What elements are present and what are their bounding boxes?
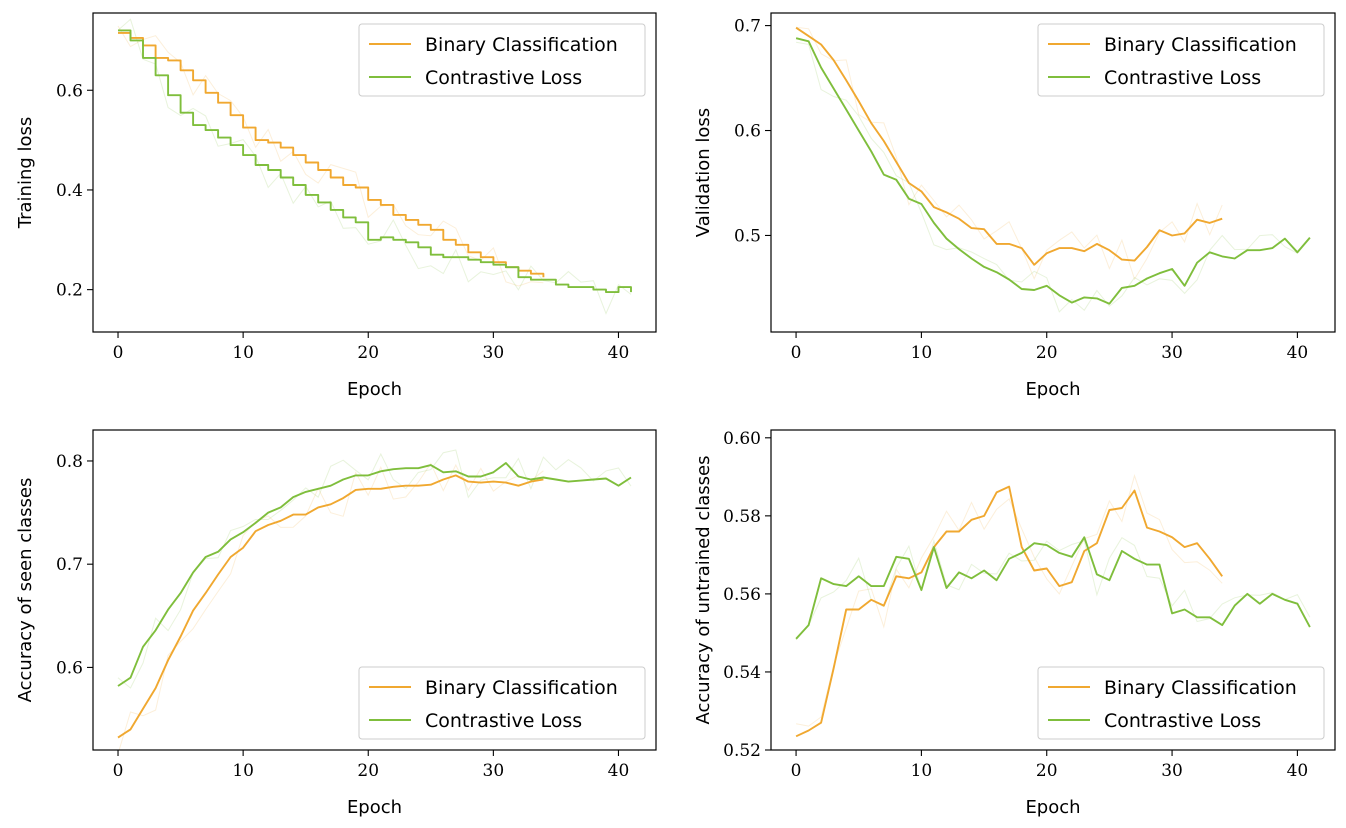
raw-trace-binary — [796, 26, 1223, 281]
legend: Binary Classification Contrastive Loss — [358, 23, 646, 97]
x-tick-label: 20 — [357, 761, 379, 781]
legend: Binary Classification Contrastive Loss — [358, 666, 646, 740]
legend-label: Binary Classification — [425, 34, 618, 56]
x-tick-label: 40 — [608, 761, 630, 781]
x-tick-label: 30 — [483, 343, 505, 363]
y-tick-label: 0.56 — [723, 585, 761, 605]
axes-frame — [770, 12, 1336, 333]
legend-box — [358, 23, 646, 97]
x-axis-label: Epoch — [1025, 797, 1080, 818]
y-tick-label: 0.8 — [56, 452, 83, 472]
x-tick-label: 20 — [1036, 761, 1058, 781]
series-line-binary-classification — [118, 31, 545, 278]
x-axis-label: Epoch — [347, 379, 402, 400]
legend-label: Contrastive Loss — [425, 67, 582, 89]
x-tick-label: 30 — [1161, 343, 1183, 363]
x-tick-label: 40 — [1287, 343, 1309, 363]
x-tick-label: 10 — [232, 761, 254, 781]
x-tick-label: 0 — [113, 761, 124, 781]
chart-untrained-accuracy: 0 10 20 30 40 0.52 0.54 0.56 0.58 0.60 Epoch Accura… — [693, 429, 1336, 818]
y-tick-label: 0.58 — [723, 507, 761, 527]
x-tick-label: 20 — [1036, 343, 1058, 363]
axes-frame — [92, 429, 657, 751]
legend-box — [1037, 23, 1325, 97]
series-line-contrastive-loss — [117, 462, 632, 687]
x-tick-label: 40 — [608, 343, 630, 363]
x-tick-label: 10 — [911, 761, 933, 781]
y-tick-label: 0.6 — [56, 658, 83, 678]
x-tick-label: 0 — [791, 343, 802, 363]
legend-label: Contrastive Loss — [1104, 710, 1261, 732]
raw-trace-binary — [796, 473, 1223, 727]
y-tick-label: 0.7 — [56, 555, 83, 575]
y-tick-label: 0.5 — [734, 226, 761, 246]
raw-trace-binary — [117, 25, 544, 287]
y-tick-label: 0.4 — [56, 181, 83, 201]
legend: Binary Classification Contrastive Loss — [1037, 666, 1325, 740]
y-tick-label: 0.7 — [734, 17, 761, 37]
chart-seen-accuracy: 0 10 20 30 40 0.6 0.7 0.8 Epoch Accuracy of seen … — [15, 429, 657, 818]
legend-box — [1037, 666, 1325, 740]
series-line-binary-classification — [795, 485, 1223, 738]
raw-trace-binary — [118, 462, 544, 750]
x-tick-label: 20 — [357, 343, 379, 363]
plot-area — [795, 473, 1311, 738]
y-tick-label: 0.6 — [734, 122, 761, 142]
series-line-contrastive-loss — [795, 37, 1311, 305]
x-tick-label: 40 — [1287, 761, 1309, 781]
legend-label: Binary Classification — [1104, 34, 1297, 56]
x-tick-label: 30 — [483, 761, 505, 781]
plot-area — [117, 18, 632, 315]
legend-label: Binary Classification — [1104, 677, 1297, 699]
axes-frame — [770, 429, 1336, 751]
series-line-binary-classification — [795, 26, 1223, 266]
legend: Binary Classification Contrastive Loss — [1037, 23, 1325, 97]
x-tick-label: 30 — [1161, 761, 1183, 781]
raw-trace-contrastive — [117, 18, 632, 315]
series-line-binary-classification — [117, 474, 544, 739]
plot-area — [117, 449, 632, 750]
series-line-contrastive-loss — [118, 29, 632, 294]
x-tick-label: 10 — [911, 343, 933, 363]
y-axis-label: Accuracy of untrained classes — [693, 455, 714, 724]
x-axis-label: Epoch — [347, 797, 402, 818]
y-axis-label: Validation loss — [693, 108, 714, 237]
x-tick-label: 10 — [232, 343, 254, 363]
series-line-contrastive-loss — [795, 536, 1311, 640]
x-tick-label: 0 — [113, 343, 124, 363]
chart-validation-loss: 0 10 20 30 40 0.5 0.6 0.7 Epoch Validation loss Bi… — [693, 12, 1336, 400]
x-axis-label: Epoch — [1025, 379, 1080, 400]
y-tick-label: 0.52 — [723, 741, 761, 761]
axes-frame — [92, 12, 657, 333]
chart-training-loss: 0 10 20 30 40 0.2 0.4 0.6 Epoch Training loss Bina… — [15, 12, 657, 400]
y-tick-label: 0.2 — [56, 281, 83, 301]
legend-label: Binary Classification — [425, 677, 618, 699]
y-tick-label: 0.6 — [56, 81, 83, 101]
y-tick-label: 0.54 — [723, 663, 761, 683]
legend-label: Contrastive Loss — [425, 710, 582, 732]
y-tick-label: 0.60 — [723, 429, 761, 449]
legend-label: Contrastive Loss — [1104, 67, 1261, 89]
raw-trace-contrastive — [795, 537, 1311, 641]
y-axis-label: Training loss — [15, 117, 36, 230]
plot-area — [795, 26, 1311, 313]
x-tick-label: 0 — [791, 761, 802, 781]
raw-trace-contrastive — [796, 41, 1311, 313]
y-axis-label: Accuracy of seen classes — [15, 478, 36, 703]
legend-box — [358, 666, 646, 740]
